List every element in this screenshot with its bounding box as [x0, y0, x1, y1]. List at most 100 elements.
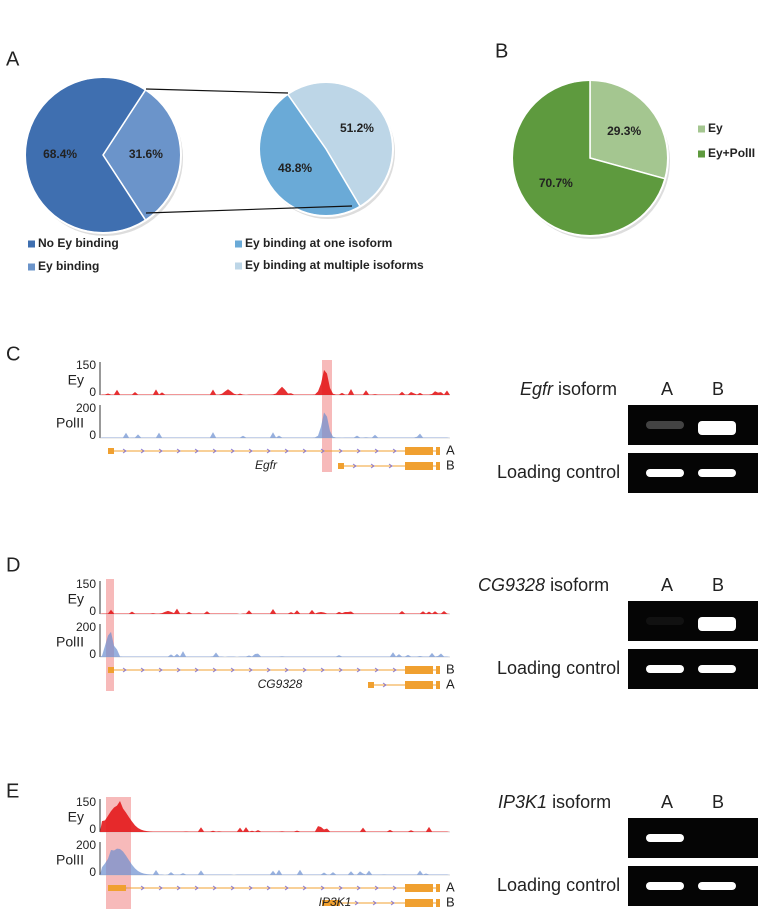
gel-band [646, 469, 684, 477]
exon [405, 447, 433, 455]
exon [108, 667, 114, 673]
strand-arrow [140, 885, 145, 891]
legend-swatch [235, 262, 242, 270]
exon [436, 666, 440, 674]
panel-label: D [6, 554, 20, 576]
isoform-label: A [446, 879, 455, 894]
legend-label: Ey binding at multiple isoforms [245, 258, 424, 272]
exon [405, 462, 433, 470]
exon [368, 682, 374, 688]
strand-arrow [388, 463, 393, 469]
gel-image [628, 405, 758, 445]
control-label: Loading control [497, 462, 620, 482]
slice-label: 68.4% [43, 147, 77, 161]
strand-arrow [194, 885, 199, 891]
gel-band [646, 421, 684, 429]
gene-name: CG9328 [258, 677, 303, 691]
strand-arrow [382, 682, 387, 688]
track-name: PolII [56, 415, 84, 431]
gel-band [698, 469, 736, 477]
legend-swatch [28, 263, 35, 271]
exon [405, 884, 433, 892]
highlight [322, 360, 332, 472]
slice-label: 29.3% [607, 124, 641, 138]
strand-arrow [338, 448, 343, 454]
connector [145, 88, 289, 94]
strand-arrow [122, 667, 127, 673]
signal-track [100, 608, 450, 614]
lane-label: B [712, 792, 724, 812]
gel-title: Egfr isoform [520, 379, 617, 399]
track-max: 200 [76, 620, 96, 634]
isoform-label: B [446, 661, 455, 676]
strand-arrow [392, 448, 397, 454]
strand-arrow [230, 885, 235, 891]
strand-arrow [158, 885, 163, 891]
track-max: 200 [76, 838, 96, 852]
slice-label: 48.8% [278, 161, 312, 175]
track-min: 0 [89, 822, 96, 836]
strand-arrow [354, 900, 359, 906]
track-min: 0 [89, 428, 96, 442]
strand-arrow [390, 900, 395, 906]
strand-arrow [230, 448, 235, 454]
signal-track [100, 631, 450, 657]
gel-gene: Egfr [520, 379, 554, 399]
strand-arrow [140, 448, 145, 454]
gel-band [646, 617, 684, 625]
lane-label: A [661, 379, 673, 399]
track-name: Ey [68, 809, 84, 825]
legend-swatch [28, 240, 35, 248]
strand-arrow [122, 448, 127, 454]
strand-arrow [370, 463, 375, 469]
exon [322, 900, 340, 906]
legend-swatch [698, 150, 705, 158]
strand-arrow [356, 667, 361, 673]
gene-name: Egfr [255, 458, 278, 472]
gene-name: IP3K1 [319, 895, 352, 909]
pie-border [511, 79, 669, 237]
strand-arrow [176, 667, 181, 673]
legend-label: Ey binding [38, 259, 99, 273]
strand-arrow [194, 448, 199, 454]
track-name: PolII [56, 852, 84, 868]
lane-label: B [712, 575, 724, 595]
track-min: 0 [89, 865, 96, 879]
legend-swatch [235, 240, 242, 248]
gel-image [628, 601, 758, 641]
strand-arrow [302, 885, 307, 891]
strand-arrow [158, 448, 163, 454]
gel-suffix: isoform [558, 379, 617, 399]
lane-label: A [661, 575, 673, 595]
pie-border [258, 81, 394, 217]
exon [405, 681, 433, 689]
track-max: 150 [76, 358, 96, 372]
gel-title: IP3K1 isoform [498, 792, 611, 812]
exon [436, 899, 440, 907]
strand-arrow [338, 667, 343, 673]
strand-arrow [158, 667, 163, 673]
gel-gene: IP3K1 [498, 792, 547, 812]
strand-arrow [248, 667, 253, 673]
exon [436, 681, 440, 689]
track-min: 0 [89, 647, 96, 661]
strand-arrow [266, 448, 271, 454]
strand-arrow [356, 448, 361, 454]
panel-label: A [6, 48, 20, 70]
panel-label: B [495, 40, 508, 62]
gel-title: CG9328 isoform [478, 575, 609, 595]
exon [108, 448, 114, 454]
signal-track [100, 369, 450, 395]
isoform-label: B [446, 894, 455, 909]
strand-arrow [248, 885, 253, 891]
track-min: 0 [89, 604, 96, 618]
exon [405, 899, 433, 907]
track-max: 150 [76, 577, 96, 591]
strand-arrow [338, 885, 343, 891]
exon [108, 885, 126, 891]
gel-band [646, 665, 684, 673]
strand-arrow [176, 448, 181, 454]
strand-arrow [284, 448, 289, 454]
track-max: 150 [76, 795, 96, 809]
gel-suffix: isoform [552, 792, 611, 812]
